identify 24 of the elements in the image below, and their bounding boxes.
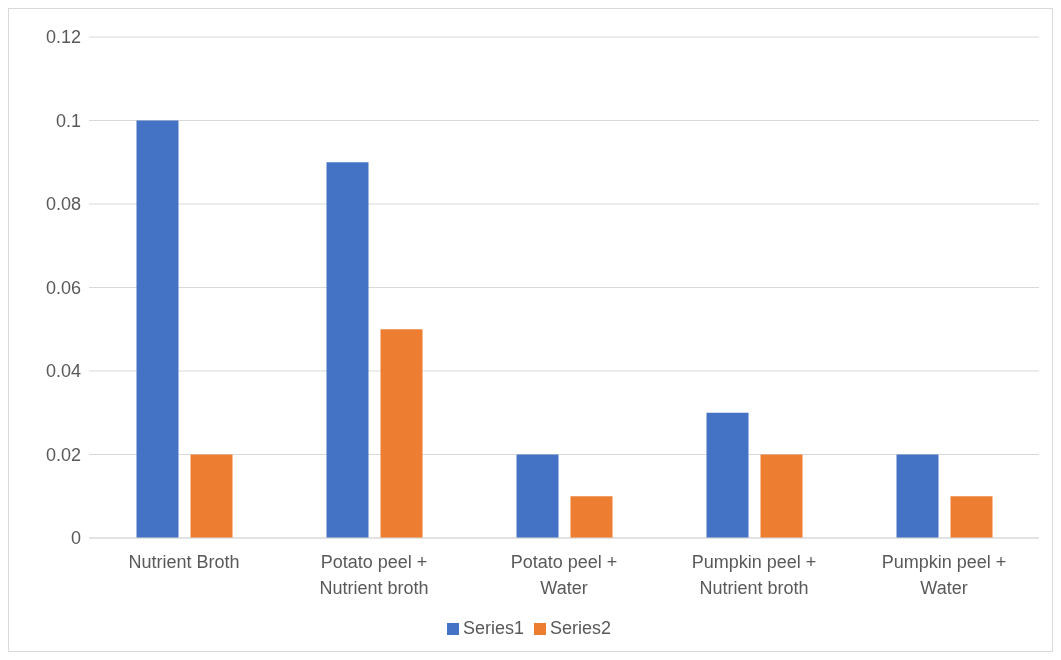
bar: [136, 120, 179, 538]
bar: [760, 454, 803, 538]
y-tick-label: 0.06: [45, 277, 81, 298]
bar: [896, 454, 939, 538]
y-tick-label: 0.04: [45, 361, 81, 382]
x-tick-label: Potato peel + Nutrient broth: [319, 552, 429, 598]
bar: [570, 496, 613, 538]
x-tick-label: Nutrient Broth: [128, 552, 240, 572]
x-tick-label: Pumpkin peel + Water: [881, 552, 1007, 598]
bar: [516, 454, 559, 538]
bar: [326, 162, 369, 538]
x-tick-label: Pumpkin peel + Nutrient broth: [691, 552, 817, 598]
y-tick-label: 0: [70, 528, 81, 549]
y-tick-label: 0.02: [45, 444, 81, 465]
bar: [380, 329, 423, 538]
bar: [950, 496, 993, 538]
y-tick-label: 0.08: [45, 194, 81, 215]
legend-label: Series1: [462, 618, 524, 638]
bar: [190, 454, 233, 538]
legend-label: Series2: [550, 618, 612, 638]
y-tick-label: 0.1: [55, 110, 81, 131]
bar: [706, 412, 749, 538]
x-tick-label: Potato peel + Water: [510, 552, 618, 598]
y-tick-label: 0.12: [45, 27, 81, 48]
